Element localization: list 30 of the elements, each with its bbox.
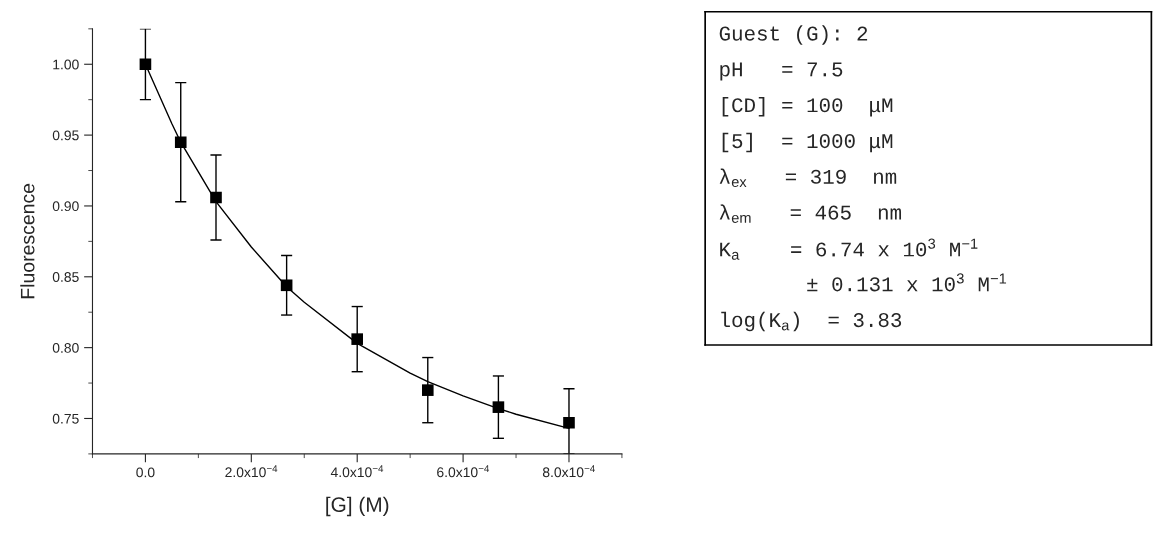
text: log(K$_{a}$) = 3.83 — [721, 311, 902, 332]
x-axis-title: [G] (M) — [326, 496, 389, 517]
text: λ$_{ex}$ = 319 nm — [719, 168, 897, 188]
point — [280, 279, 293, 292]
y-tick-label: 0.75 — [52, 413, 79, 424]
y-tick-label: 0.80 — [52, 342, 79, 353]
y-axis-title: Fluorescence — [20, 183, 35, 299]
text: [CD] = 100 μM — [722, 97, 893, 117]
x-tick-label: 6.0x10$^{−4}$ — [437, 465, 490, 478]
point — [139, 58, 152, 71]
point — [563, 416, 575, 429]
point — [174, 136, 187, 148]
x-tick-label: 8.0x10$^{−4}$ — [542, 465, 595, 478]
y-tick-label: 0.85 — [52, 272, 79, 282]
text: [5] = 1000 μM — [722, 132, 893, 153]
text: ± 0.131 x 10$^{3}$ M$^{−1}$ — [807, 273, 1007, 292]
x-tick-label: 4.0x10$^{−4}$ — [330, 465, 384, 478]
point — [492, 401, 505, 413]
point — [421, 384, 434, 396]
point — [210, 191, 222, 204]
text: Guest (G): 2 — [719, 25, 868, 45]
y-tick-label: 1.00 — [53, 59, 79, 70]
y-tick-label: 0.90 — [52, 201, 79, 212]
text: pH = 7.5 — [720, 62, 843, 81]
y-tick-label: 0.95 — [52, 130, 79, 141]
text: K$_{a}$ = 6.74 x 10$^{3}$ M$^{−1}$ — [720, 238, 978, 260]
point — [351, 333, 364, 345]
text: λ$_{em}$ = 465 nm — [719, 204, 902, 223]
x-tick-label: 0.0 — [136, 467, 155, 478]
x-tick-label: 2.0x10$^{−4}$ — [225, 465, 278, 478]
